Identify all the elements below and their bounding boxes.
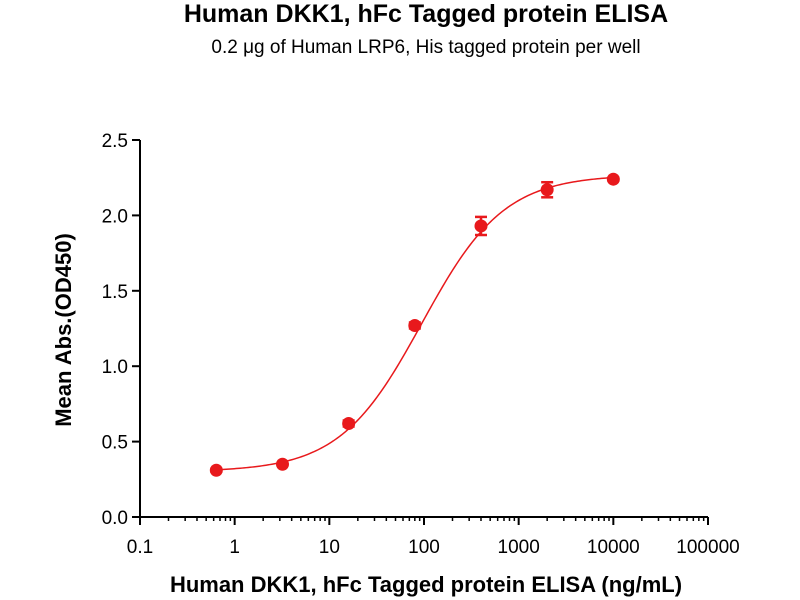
x-axis-title: Human DKK1, hFc Tagged protein ELISA (ng… xyxy=(170,572,682,597)
x-tick-label: 1 xyxy=(229,537,240,558)
data-point xyxy=(606,172,620,186)
data-point xyxy=(209,463,223,477)
x-tick-label: 100 xyxy=(408,537,440,558)
y-tick-label: 0.5 xyxy=(102,433,128,454)
y-tick-label: 2.5 xyxy=(102,131,128,152)
x-tick-label: 10 xyxy=(319,537,340,558)
plot-area: 0.1 1 10 100 1000 10000 100000 0.0 0.5 1.0 1.5 2.0 2… xyxy=(102,131,740,558)
y-axis-title: Mean Abs.(OD450) xyxy=(51,233,76,427)
data-point xyxy=(408,318,422,332)
y-tick-label: 1.0 xyxy=(102,357,128,378)
x-tick-label: 0.1 xyxy=(127,537,153,558)
y-tick-label: 2.0 xyxy=(102,206,128,227)
y-tick-label: 0.0 xyxy=(102,508,128,529)
data-point xyxy=(540,183,554,197)
data-point xyxy=(342,417,356,431)
y-tick-label: 1.5 xyxy=(102,282,128,303)
x-tick-label: 10000 xyxy=(587,537,640,558)
data-point xyxy=(275,457,289,471)
chart-subtitle: 0.2 μg of Human LRP6, His tagged protein… xyxy=(211,37,640,58)
x-tick-label: 100000 xyxy=(676,537,739,558)
x-tick-label: 1000 xyxy=(498,537,540,558)
chart-title: Human DKK1, hFc Tagged protein ELISA xyxy=(184,0,668,28)
data-point xyxy=(474,219,488,233)
